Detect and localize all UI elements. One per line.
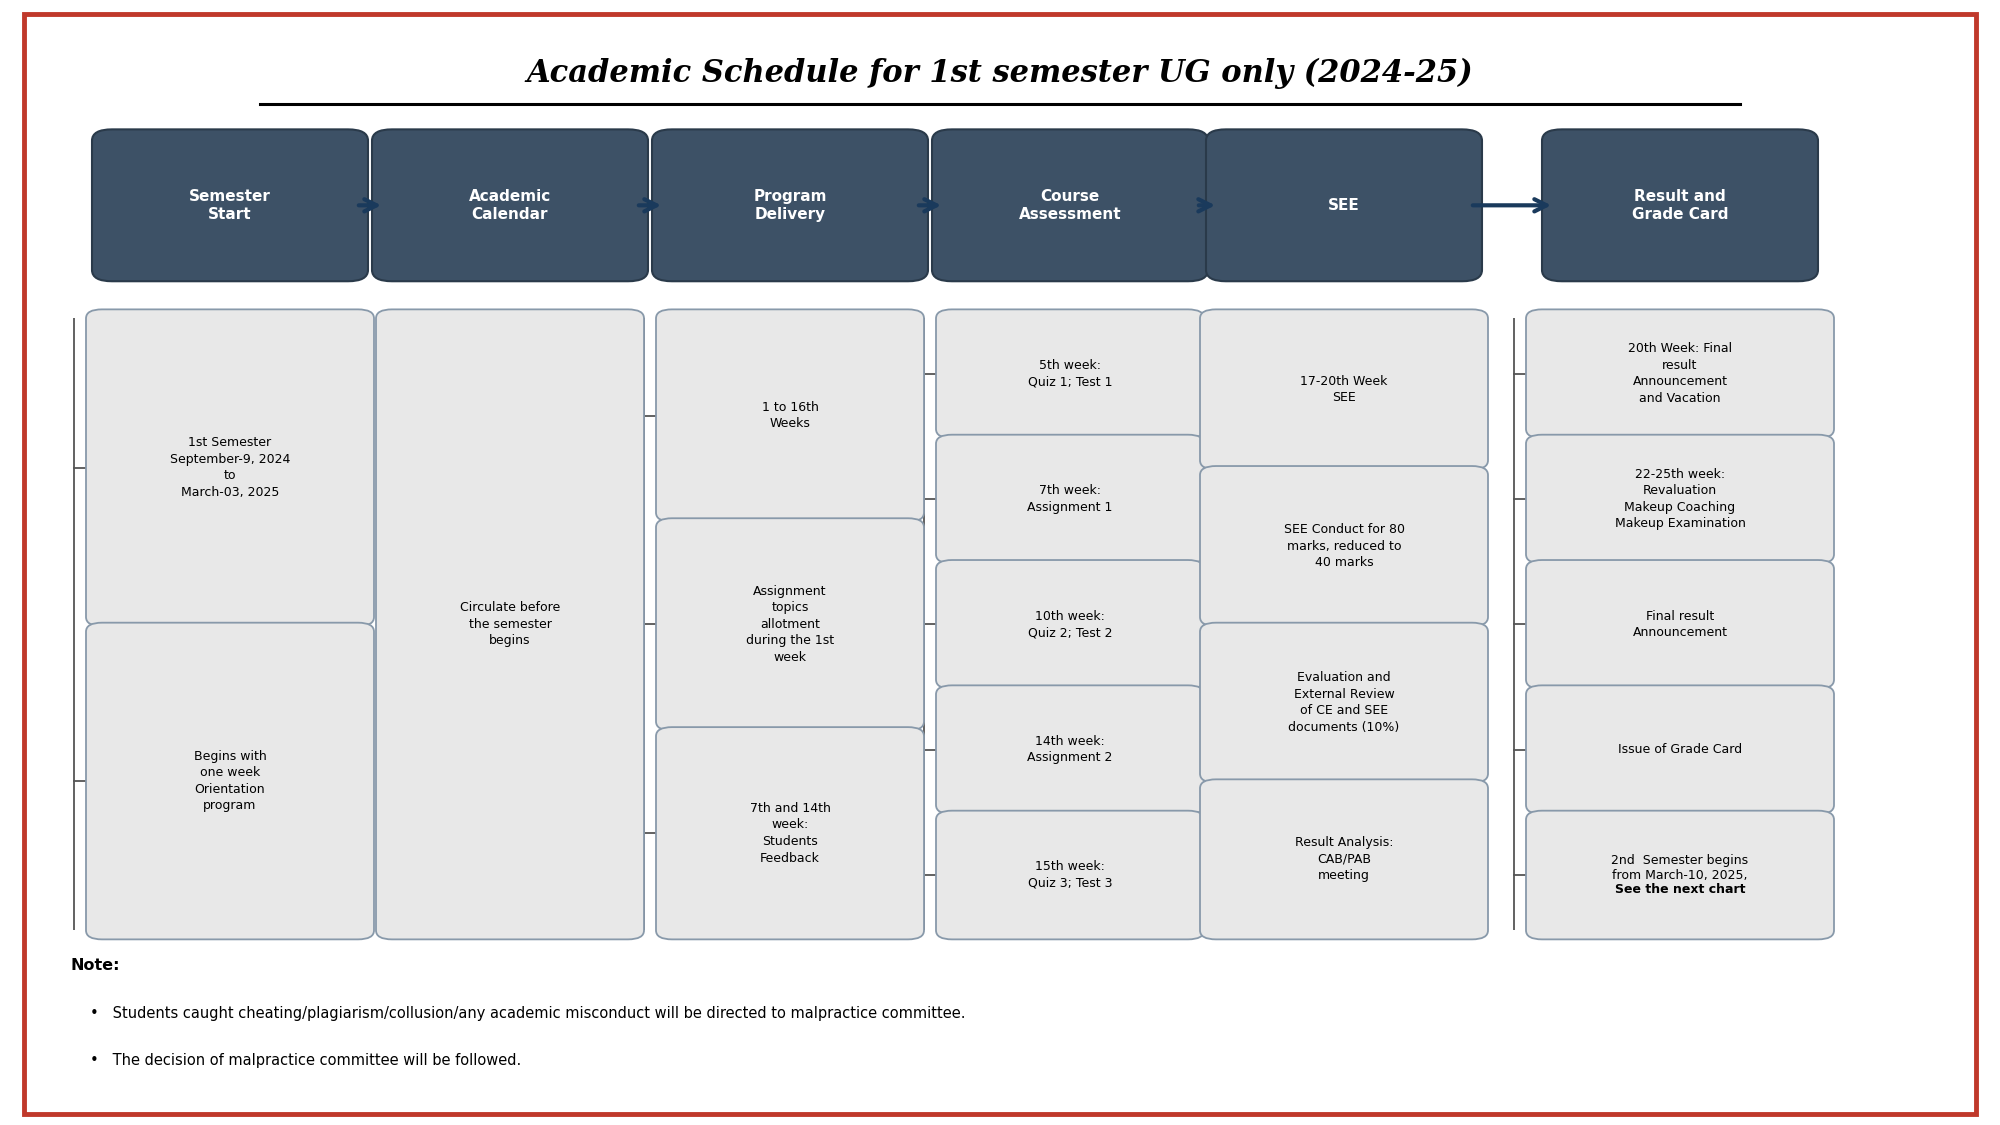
Text: 15th week:
Quiz 3; Test 3: 15th week: Quiz 3; Test 3	[1028, 861, 1112, 890]
FancyBboxPatch shape	[656, 519, 924, 730]
FancyBboxPatch shape	[936, 560, 1204, 688]
FancyBboxPatch shape	[1526, 811, 1834, 939]
Text: 7th and 14th
week:
Students
Feedback: 7th and 14th week: Students Feedback	[750, 802, 830, 864]
FancyBboxPatch shape	[936, 434, 1204, 564]
FancyBboxPatch shape	[936, 309, 1204, 438]
Text: 14th week:
Assignment 2: 14th week: Assignment 2	[1028, 735, 1112, 765]
FancyBboxPatch shape	[1200, 466, 1488, 626]
Text: Course
Assessment: Course Assessment	[1018, 189, 1122, 222]
Text: Issue of Grade Card: Issue of Grade Card	[1618, 744, 1742, 756]
FancyBboxPatch shape	[936, 811, 1204, 939]
Text: Note:: Note:	[70, 958, 120, 973]
Text: Assignment
topics
allotment
during the 1st
week: Assignment topics allotment during the 1…	[746, 585, 834, 664]
FancyBboxPatch shape	[1526, 685, 1834, 814]
Text: 10th week:
Quiz 2; Test 2: 10th week: Quiz 2; Test 2	[1028, 610, 1112, 639]
FancyBboxPatch shape	[86, 309, 374, 626]
Text: 7th week:
Assignment 1: 7th week: Assignment 1	[1028, 484, 1112, 514]
FancyBboxPatch shape	[376, 309, 644, 939]
Text: Circulate before
the semester
begins: Circulate before the semester begins	[460, 602, 560, 647]
Text: 17-20th Week
SEE: 17-20th Week SEE	[1300, 375, 1388, 404]
Text: 1st Semester
September-9, 2024
to
March-03, 2025: 1st Semester September-9, 2024 to March-…	[170, 436, 290, 500]
FancyBboxPatch shape	[92, 129, 368, 281]
Text: 1 to 16th
Weeks: 1 to 16th Weeks	[762, 400, 818, 430]
Text: Evaluation and
External Review
of CE and SEE
documents (10%): Evaluation and External Review of CE and…	[1288, 672, 1400, 734]
Text: Academic
Calendar: Academic Calendar	[468, 189, 552, 222]
FancyBboxPatch shape	[656, 727, 924, 939]
Text: Result Analysis:
CAB/PAB
meeting: Result Analysis: CAB/PAB meeting	[1294, 836, 1394, 882]
Text: SEE Conduct for 80
marks, reduced to
40 marks: SEE Conduct for 80 marks, reduced to 40 …	[1284, 523, 1404, 569]
FancyBboxPatch shape	[656, 309, 924, 522]
FancyBboxPatch shape	[1200, 780, 1488, 939]
FancyBboxPatch shape	[86, 623, 374, 939]
FancyBboxPatch shape	[24, 14, 1976, 1114]
Text: 22-25th week:
Revaluation
Makeup Coaching
Makeup Examination: 22-25th week: Revaluation Makeup Coachin…	[1614, 468, 1746, 530]
Text: 5th week:
Quiz 1; Test 1: 5th week: Quiz 1; Test 1	[1028, 359, 1112, 388]
FancyBboxPatch shape	[1200, 309, 1488, 469]
FancyBboxPatch shape	[936, 685, 1204, 814]
FancyBboxPatch shape	[932, 129, 1208, 281]
FancyBboxPatch shape	[1200, 623, 1488, 783]
Text: See the next chart: See the next chart	[1614, 883, 1746, 897]
FancyBboxPatch shape	[1542, 129, 1818, 281]
FancyBboxPatch shape	[1526, 434, 1834, 564]
Text: •   The decision of malpractice committee will be followed.: • The decision of malpractice committee …	[90, 1053, 522, 1068]
FancyBboxPatch shape	[1526, 560, 1834, 688]
Text: Academic Schedule for 1st semester UG only (2024-25): Academic Schedule for 1st semester UG on…	[526, 57, 1474, 89]
FancyBboxPatch shape	[1526, 309, 1834, 438]
FancyBboxPatch shape	[652, 129, 928, 281]
Text: Semester
Start: Semester Start	[190, 189, 270, 222]
Text: •   Students caught cheating/plagiarism/collusion/any academic misconduct will b: • Students caught cheating/plagiarism/co…	[90, 1006, 966, 1020]
Text: Final result
Announcement: Final result Announcement	[1632, 610, 1728, 639]
Text: 20th Week: Final
result
Announcement
and Vacation: 20th Week: Final result Announcement and…	[1628, 342, 1732, 405]
FancyBboxPatch shape	[372, 129, 648, 281]
FancyBboxPatch shape	[1206, 129, 1482, 281]
Text: Result and
Grade Card: Result and Grade Card	[1632, 189, 1728, 222]
Text: from March-10, 2025,: from March-10, 2025,	[1612, 868, 1748, 882]
Text: Program
Delivery: Program Delivery	[754, 189, 826, 222]
Text: 2nd  Semester begins: 2nd Semester begins	[1612, 854, 1748, 867]
Text: SEE: SEE	[1328, 198, 1360, 213]
Text: Begins with
one week
Orientation
program: Begins with one week Orientation program	[194, 749, 266, 812]
